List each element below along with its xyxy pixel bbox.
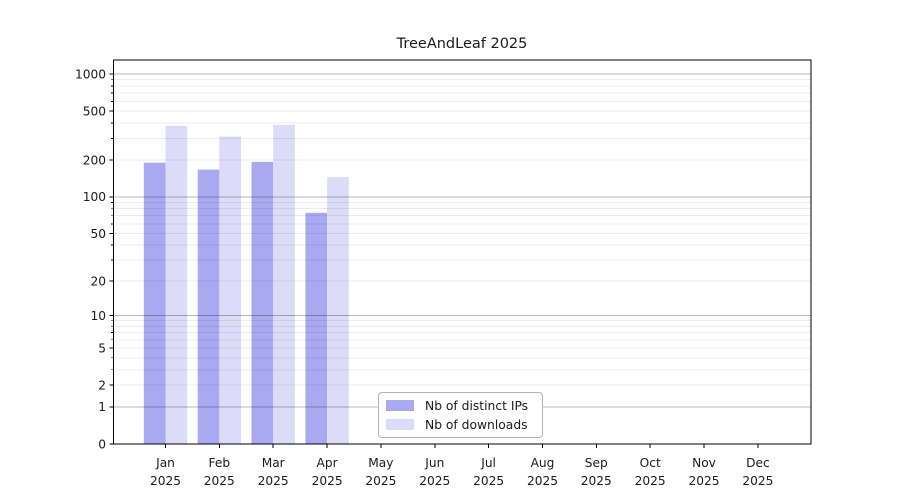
y-tick-label-100: 100 [83, 190, 106, 204]
legend-item-downloads: Nb of downloads [379, 415, 542, 434]
x-tick-year-jul: 2025 [473, 474, 504, 488]
bar-nb-of-distinct-ips-feb [197, 169, 220, 444]
y-tick-label-1: 1 [98, 400, 106, 414]
x-tick-year-sep: 2025 [581, 474, 612, 488]
bar-nb-of-downloads-feb [219, 136, 241, 444]
x-tick-year-dec: 2025 [742, 474, 773, 488]
y-tick-label-2: 2 [98, 379, 106, 393]
y-tick-label-10: 10 [90, 309, 106, 323]
x-tick-year-apr: 2025 [312, 474, 343, 488]
x-tick-year-mar: 2025 [258, 474, 289, 488]
y-tick-label-5: 5 [98, 341, 106, 355]
legend-item-distinct-ips: Nb of distinct IPs [379, 396, 542, 415]
x-tick-label-may: May [368, 456, 393, 470]
x-tick-year-may: 2025 [365, 474, 396, 488]
x-tick-label-jun: Jun [424, 456, 444, 470]
y-tick-label-0: 0 [98, 437, 106, 451]
axis-labels: 0 1 2 5 10 20 50 100 200 500 1000 Jan 2025 Feb 2025 Mar… [75, 67, 773, 488]
chart-title: TreeAndLeaf 2025 [396, 36, 528, 52]
x-tick-year-nov: 2025 [688, 474, 719, 488]
bar-nb-of-downloads-jan [165, 125, 188, 445]
x-tick-label-oct: Oct [640, 456, 661, 470]
gridlines [113, 73, 811, 408]
legend-swatch-distinct-ips [386, 400, 414, 411]
y-tick-label-20: 20 [90, 274, 106, 288]
y-tick-label-50: 50 [90, 227, 106, 241]
x-tick-label-apr: Apr [317, 456, 339, 470]
legend-label-distinct-ips: Nb of distinct IPs [425, 398, 529, 413]
x-tick-year-jun: 2025 [419, 474, 450, 488]
x-tick-label-jan: Jan [155, 456, 175, 470]
bar-nb-of-downloads-apr [327, 177, 349, 444]
bar-nb-of-downloads-mar [273, 124, 295, 445]
y-tick-label-500: 500 [83, 104, 106, 118]
x-tick-year-aug: 2025 [527, 474, 558, 488]
legend-swatch-downloads [386, 419, 414, 430]
axis-ticks [109, 73, 759, 448]
x-tick-label-mar: Mar [262, 456, 286, 470]
x-tick-label-dec: Dec [746, 456, 770, 470]
x-tick-label-aug: Aug [531, 456, 555, 470]
bars [143, 124, 349, 445]
x-tick-year-jan: 2025 [150, 474, 181, 488]
x-tick-label-nov: Nov [692, 456, 716, 470]
x-tick-year-oct: 2025 [635, 474, 666, 488]
x-tick-year-feb: 2025 [204, 474, 235, 488]
legend: Nb of distinct IPs Nb of downloads [378, 392, 543, 438]
x-tick-label-feb: Feb [209, 456, 231, 470]
bar-nb-of-distinct-ips-mar [251, 161, 274, 444]
bar-nb-of-distinct-ips-jan [143, 162, 166, 444]
x-tick-label-jul: Jul [480, 456, 496, 470]
legend-label-downloads: Nb of downloads [425, 417, 528, 432]
plot-frame [112, 59, 812, 445]
bar-nb-of-distinct-ips-apr [305, 212, 328, 444]
x-tick-label-sep: Sep [585, 456, 608, 470]
y-tick-label-1000: 1000 [75, 67, 106, 81]
y-tick-label-200: 200 [83, 153, 106, 167]
